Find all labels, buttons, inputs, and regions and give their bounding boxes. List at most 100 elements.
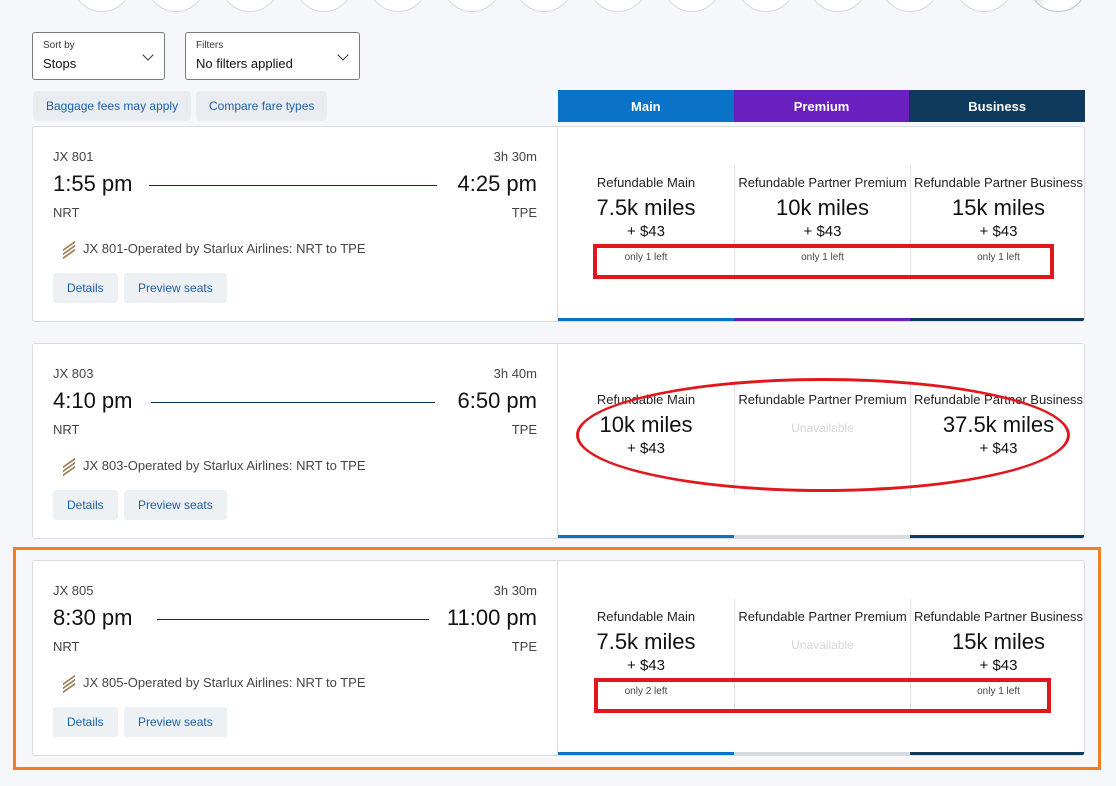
operator-text: JX 801-Operated by Starlux Airlines: NRT… — [83, 241, 366, 256]
fare-miles: 7.5k miles — [596, 629, 696, 654]
fare-options: Refundable Main 7.5k miles + $43 only 1 … — [558, 127, 1084, 321]
fare-tax: + $43 — [627, 223, 665, 240]
tab-premium[interactable]: Premium — [733, 90, 910, 122]
date-strip — [0, 0, 1116, 12]
operator-info: JX 805-Operated by Starlux Airlines: NRT… — [63, 674, 366, 693]
sort-by-select[interactable]: Sort by Stops — [32, 32, 165, 80]
seats-left: only 1 left — [801, 252, 844, 263]
date-circle[interactable] — [588, 0, 648, 12]
date-circle[interactable] — [146, 0, 206, 12]
route-line — [149, 185, 437, 186]
fare-unavailable: Unavailable — [791, 638, 854, 652]
fare-option-main[interactable]: Refundable Main 7.5k miles + $43 only 2 … — [558, 599, 734, 711]
fare-name: Refundable Main — [596, 609, 696, 624]
details-button[interactable]: Details — [53, 707, 118, 737]
flight-info: JX 803 3h 40m 4:10 pm 6:50 pm NRT TPE JX… — [33, 344, 558, 538]
fare-miles: 10k miles — [776, 195, 869, 220]
premium-cabin-bar — [734, 318, 910, 321]
fare-name: Refundable Partner Business — [913, 175, 1084, 190]
fare-name: Refundable Partner Premium — [738, 609, 907, 624]
cabin-tabs: Main Premium Business — [558, 90, 1086, 122]
seats-left: only 1 left — [977, 252, 1020, 263]
flight-number: JX 805 — [53, 583, 94, 598]
arrival-time: 6:50 pm — [457, 388, 538, 413]
sort-by-label: Sort by — [43, 40, 75, 51]
date-circle[interactable] — [294, 0, 354, 12]
route-line — [157, 619, 429, 620]
fare-name: Refundable Partner Premium — [738, 175, 907, 190]
details-button[interactable]: Details — [53, 490, 118, 520]
seats-left: only 1 left — [977, 686, 1020, 697]
flight-card[interactable]: JX 805 3h 30m 8:30 pm 11:00 pm NRT TPE J… — [32, 560, 1085, 756]
business-cabin-bar — [910, 535, 1084, 538]
airline-logo-icon — [63, 240, 75, 259]
fare-option-premium[interactable]: Refundable Partner Premium 10k miles + $… — [734, 165, 910, 277]
flight-number: JX 801 — [53, 149, 94, 164]
seats-left: only 1 left — [624, 252, 668, 263]
date-circle[interactable] — [72, 0, 132, 12]
preview-seats-button[interactable]: Preview seats — [124, 707, 227, 737]
date-circle[interactable] — [220, 0, 280, 12]
date-circle[interactable] — [954, 0, 1014, 12]
date-circle[interactable] — [736, 0, 796, 12]
tab-main[interactable]: Main — [558, 90, 734, 122]
departure-time: 8:30 pm — [53, 605, 133, 630]
flight-info: JX 801 3h 30m 1:55 pm 4:25 pm NRT TPE JX… — [33, 127, 558, 321]
preview-seats-button[interactable]: Preview seats — [124, 273, 227, 303]
fare-miles: 15k miles — [952, 629, 1045, 654]
destination-airport: TPE — [511, 639, 537, 654]
flight-duration: 3h 30m — [493, 149, 537, 164]
main-cabin-bar — [558, 535, 734, 538]
route-line — [151, 402, 435, 403]
fare-tax: + $43 — [979, 223, 1018, 240]
business-cabin-bar — [910, 318, 1084, 321]
annotation-orange-rectangle — [13, 547, 1101, 770]
destination-airport: TPE — [511, 422, 537, 437]
date-circle[interactable] — [880, 0, 940, 12]
departure-time: 1:55 pm — [53, 171, 133, 196]
origin-airport: NRT — [53, 422, 80, 437]
preview-seats-button[interactable]: Preview seats — [124, 490, 227, 520]
fare-option-main[interactable]: Refundable Main 7.5k miles + $43 only 1 … — [558, 165, 734, 277]
flight-card[interactable]: JX 801 3h 30m 1:55 pm 4:25 pm NRT TPE JX… — [32, 126, 1085, 322]
tab-business[interactable]: Business — [909, 90, 1086, 122]
origin-airport: NRT — [53, 639, 80, 654]
arrival-time: 11:00 pm — [446, 605, 537, 630]
operator-info: JX 803-Operated by Starlux Airlines: NRT… — [63, 457, 366, 476]
fare-tax: + $43 — [803, 223, 842, 240]
fare-tax: + $43 — [979, 657, 1018, 674]
main-cabin-bar — [558, 752, 734, 755]
seats-left: only 2 left — [624, 686, 668, 697]
premium-cabin-bar — [734, 752, 910, 755]
compare-fare-types-link[interactable]: Compare fare types — [196, 91, 328, 121]
fare-name: Refundable Main — [596, 175, 696, 190]
date-circle[interactable] — [368, 0, 428, 12]
filters-label: Filters — [196, 40, 224, 51]
details-button[interactable]: Details — [53, 273, 118, 303]
sort-by-value: Stops — [43, 56, 77, 71]
operator-info: JX 801-Operated by Starlux Airlines: NRT… — [63, 240, 366, 259]
fare-miles: 15k miles — [952, 195, 1045, 220]
flight-duration: 3h 30m — [493, 583, 537, 598]
fare-option-business[interactable]: Refundable Partner Business 15k miles + … — [910, 165, 1084, 277]
business-cabin-bar — [910, 752, 1084, 755]
filters-select[interactable]: Filters No filters applied — [185, 32, 360, 80]
operator-text: JX 805-Operated by Starlux Airlines: NRT… — [83, 675, 366, 690]
flight-duration: 3h 40m — [493, 366, 537, 381]
airline-logo-icon — [63, 457, 75, 476]
date-circle[interactable] — [442, 0, 502, 12]
fare-option-business[interactable]: Refundable Partner Business 15k miles + … — [910, 599, 1084, 711]
fare-options: Refundable Main 7.5k miles + $43 only 2 … — [558, 561, 1084, 755]
departure-time: 4:10 pm — [53, 388, 133, 413]
flight-number: JX 803 — [53, 366, 94, 381]
annotation-red-ellipse — [576, 378, 1070, 492]
destination-airport: TPE — [511, 205, 537, 220]
date-circle-selected[interactable] — [1028, 0, 1088, 12]
fare-option-premium: Refundable Partner Premium Unavailable — [734, 599, 910, 711]
premium-cabin-bar — [734, 535, 910, 538]
date-circle[interactable] — [662, 0, 722, 12]
fare-name: Refundable Partner Business — [913, 609, 1084, 624]
date-circle[interactable] — [514, 0, 574, 12]
date-circle[interactable] — [808, 0, 868, 12]
baggage-fees-link[interactable]: Baggage fees may apply — [33, 91, 192, 121]
